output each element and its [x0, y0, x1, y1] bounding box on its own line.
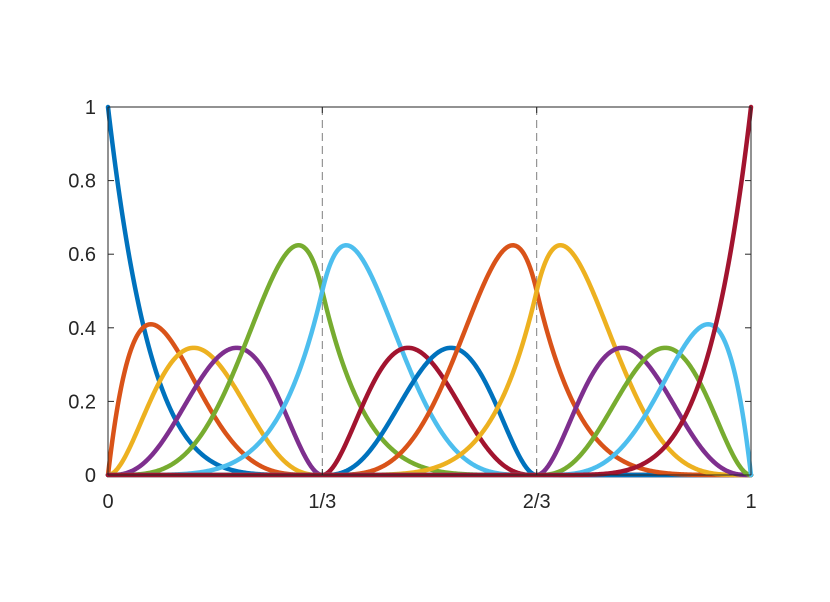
y-axis-ticks: 0 0.2 0.4 0.6 0.8 1	[68, 97, 751, 487]
axes	[107, 106, 752, 476]
y-tick-label-0: 0	[85, 465, 96, 487]
basis-curve-14	[105, 104, 754, 478]
x-tick-label-1: 1/3	[308, 491, 336, 513]
basis-curve-1	[105, 104, 754, 478]
x-tick-label-3: 1	[745, 491, 756, 513]
x-tick-label-0: 0	[102, 491, 113, 513]
x-axis-ticks: 0 1/3 2/3 1	[102, 107, 757, 513]
basis-curves	[105, 104, 754, 478]
y-tick-label-1: 0.2	[68, 391, 96, 413]
y-tick-label-5: 1	[85, 97, 96, 119]
y-tick-label-4: 0.8	[68, 171, 96, 193]
y-tick-label-3: 0.6	[68, 244, 96, 266]
y-tick-label-2: 0.4	[68, 318, 96, 340]
x-tick-label-2: 2/3	[523, 491, 551, 513]
plot-area: 0 1/3 2/3 1 0 0.2 0.4 0.6 0.8 1	[68, 97, 756, 513]
